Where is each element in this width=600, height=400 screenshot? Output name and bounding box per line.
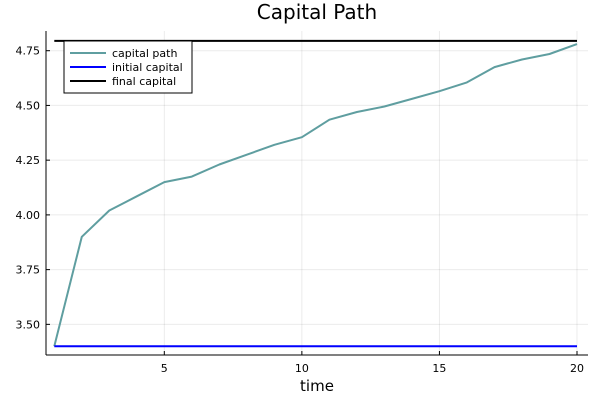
x-tick-label-3: 20 [570,362,584,375]
series-line-capital-path [53,43,578,347]
x-tick-label-1: 10 [295,362,309,375]
axes: 5 10 15 20 3.50 3.75 4.00 4.25 4.50 4.75 [16,31,588,375]
x-tick-label-0: 5 [161,362,168,375]
y-tick-label-0: 3.50 [16,318,41,331]
y-tick-label-5: 4.75 [16,45,41,58]
y-tick-label-2: 4.00 [16,209,41,222]
legend-label-0: capital path [112,47,177,60]
y-tick-label-1: 3.75 [16,264,41,277]
legend-label-2: final capital [112,75,176,88]
x-axis-label: time [300,377,334,395]
legend-label-1: initial capital [112,61,183,74]
y-tick-label-3: 4.25 [16,154,41,167]
x-tick-label-2: 15 [432,362,446,375]
y-tick-label-4: 4.50 [16,99,41,112]
chart-title: Capital Path [257,0,377,24]
grid [46,31,588,355]
